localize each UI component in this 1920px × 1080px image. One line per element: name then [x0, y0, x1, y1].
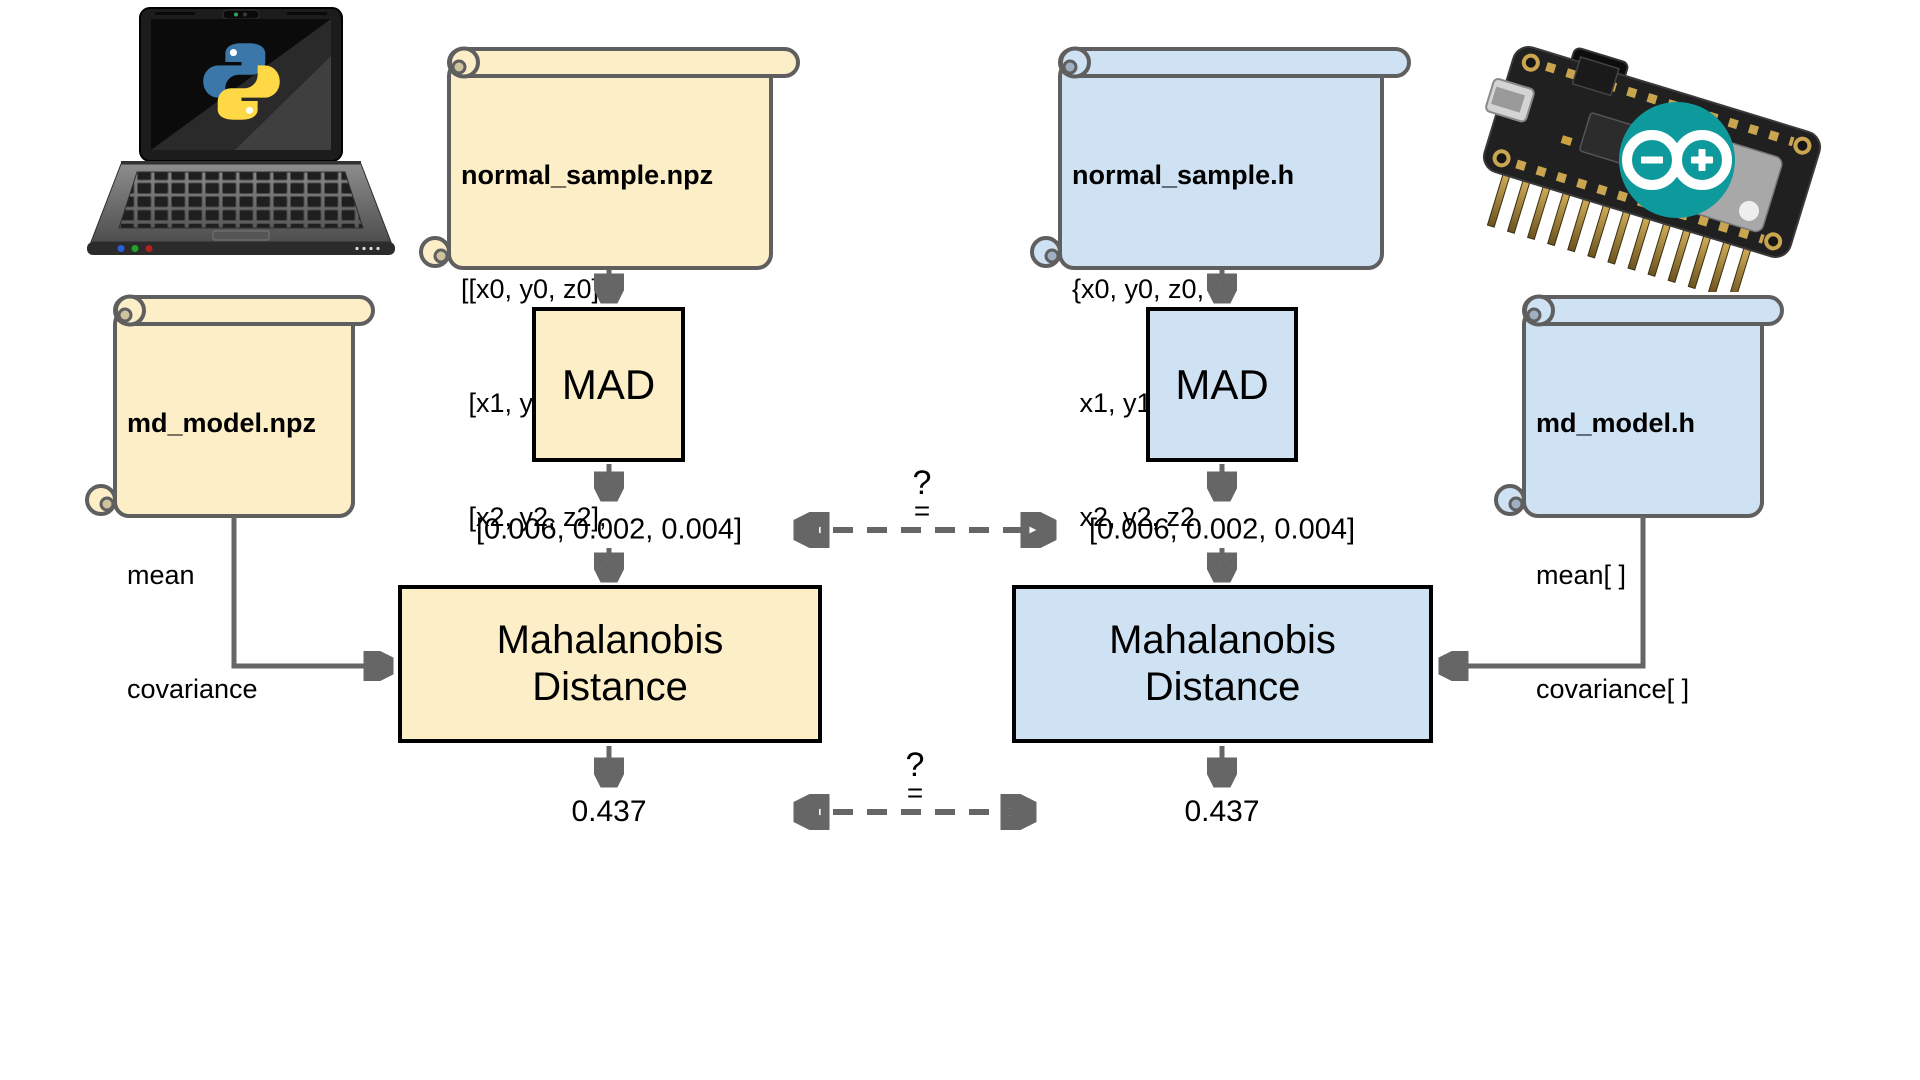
arduino-logo-icon: [1619, 102, 1735, 218]
question-equals-top: ? =: [912, 464, 932, 526]
equals-sign: =: [906, 777, 924, 808]
equals-sign: =: [913, 495, 931, 526]
mahalanobis-distance-box-arduino: Mahalanobis Distance: [1012, 585, 1433, 743]
file-scroll-normal-sample-h: normal_sample.h {x0, y0, z0, x1, y1, z1,…: [1030, 46, 1430, 646]
file-content-line: [[x0, y0, z0],: [461, 274, 607, 304]
distance-result-python: 0.437: [571, 795, 647, 828]
file-title: normal_sample.npz: [461, 160, 714, 190]
laptop-base: [87, 161, 395, 255]
mahalanobis-distance-label: Mahalanobis Distance: [496, 618, 724, 709]
file-content-line: covariance[ ]: [1536, 674, 1690, 704]
file-title: normal_sample.h: [1072, 160, 1295, 190]
laptop-lid: [139, 7, 343, 162]
question-mark: ?: [905, 746, 925, 784]
python-logo-icon: [203, 43, 280, 120]
python-laptop-icon: [87, 7, 395, 255]
mahalanobis-distance-box-python: Mahalanobis Distance: [398, 585, 822, 743]
mahalanobis-distance-label: Mahalanobis Distance: [1109, 618, 1336, 709]
mad-box-python: MAD: [532, 307, 685, 462]
file-scroll-normal-sample-npz: normal_sample.npz [[x0, y0, z0], [x1, y1…: [419, 46, 819, 646]
file-content-line: mean: [127, 560, 195, 590]
file-title: md_model.npz: [127, 408, 317, 438]
mad-output-python: [0.006, 0.002, 0.004]: [475, 513, 743, 546]
mad-box-label: MAD: [561, 360, 656, 408]
question-equals-bottom: ? =: [905, 746, 925, 808]
file-content-line: {x0, y0, z0,: [1072, 274, 1205, 304]
mad-output-arduino: [0.006, 0.002, 0.004]: [1088, 513, 1356, 546]
file-content-line: covariance: [127, 674, 258, 704]
file-content-line: x2, y2, z2,: [1072, 502, 1203, 532]
file-title: md_model.h: [1536, 408, 1696, 438]
question-mark: ?: [912, 464, 932, 502]
file-content-line: [x2, y2, z2],: [461, 502, 607, 532]
file-content-line: mean[ ]: [1536, 560, 1627, 590]
mad-box-arduino: MAD: [1146, 307, 1298, 462]
file-scroll-md-model-npz: md_model.npz mean covariance: [85, 294, 385, 704]
arduino-board-icon: [1482, 46, 1822, 292]
file-scroll-md-model-h: md_model.h mean[ ] covariance[ ]: [1494, 294, 1794, 704]
mad-box-label: MAD: [1175, 360, 1269, 408]
distance-result-arduino: 0.437: [1184, 795, 1260, 828]
